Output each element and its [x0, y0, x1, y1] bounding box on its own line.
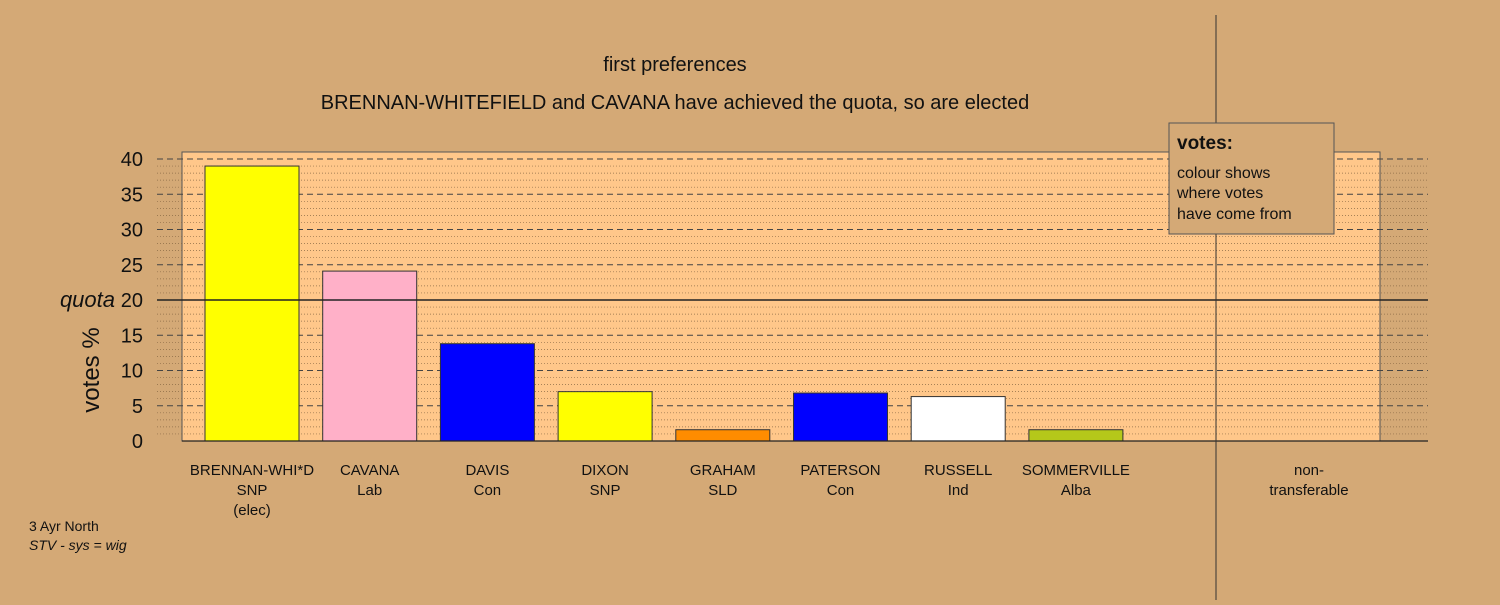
party-label: SNP: [237, 482, 268, 499]
candidate-name-label: RUSSELL: [924, 462, 992, 479]
bar-sommerville: [1028, 429, 1124, 442]
party-label: Con: [474, 482, 502, 499]
bar-graham: [675, 429, 771, 442]
legend-title: votes:: [1177, 133, 1233, 154]
party-label: Lab: [357, 482, 382, 499]
y-tick-label: 25: [121, 255, 143, 277]
candidate-name-label: DIXON: [581, 462, 629, 479]
chart-subtitle: BRENNAN-WHITEFIELD and CAVANA have achie…: [321, 92, 1029, 114]
legend-line-3: have come from: [1177, 206, 1292, 223]
candidate-name-label: PATERSON: [800, 462, 880, 479]
footer-system: STV - sys = wig: [29, 537, 127, 553]
candidate-name-label: SOMMERVILLE: [1022, 462, 1130, 479]
party-label: SLD: [708, 482, 737, 499]
y-tick-label: 20: [121, 290, 143, 312]
legend-box: votes: colour shows where votes have com…: [1168, 122, 1335, 235]
candidate-name-label: DAVIS: [465, 462, 509, 479]
chart-title: first preferences: [603, 54, 746, 76]
bar-dixon: [557, 391, 653, 442]
status-label: (elec): [233, 502, 271, 519]
party-label: SNP: [590, 482, 621, 499]
legend-line-2: where votes: [1176, 185, 1263, 202]
category-labels: BRENNAN-WHI*D SNP (elec) CAVANA Lab DAVIS Con D…: [190, 462, 1130, 519]
party-label: Ind: [948, 482, 969, 499]
party-label: Con: [827, 482, 855, 499]
y-tick-label: 0: [132, 431, 143, 453]
bar-paterson: [793, 392, 888, 442]
y-tick-label: 5: [132, 396, 143, 418]
candidate-name-label: BRENNAN-WHI*D: [190, 462, 314, 479]
bar-brennan-whi-d: [204, 165, 300, 442]
y-tick-labels: 0 5 10 15 20 25 30 35 40: [121, 149, 143, 453]
y-tick-label: 15: [121, 325, 143, 347]
y-tick-label: 10: [121, 361, 143, 383]
candidate-name-label: GRAHAM: [690, 462, 756, 479]
bar-cavana: [322, 270, 418, 442]
bar-russell: [910, 396, 1006, 442]
candidate-name-label: CAVANA: [340, 462, 399, 479]
party-label: Alba: [1061, 482, 1092, 499]
bar-davis: [439, 343, 535, 442]
footer-ward: 3 Ayr North: [29, 518, 99, 534]
y-tick-label: 30: [121, 220, 143, 242]
y-tick-label: 35: [121, 184, 143, 206]
y-tick-label: 40: [121, 149, 143, 171]
quota-label: quota: [60, 287, 115, 312]
non-transferable-label-line1: non-: [1294, 462, 1324, 479]
legend-line-1: colour shows: [1177, 165, 1270, 182]
y-axis-label: votes %: [78, 327, 105, 412]
non-transferable-label-line2: transferable: [1269, 482, 1348, 499]
